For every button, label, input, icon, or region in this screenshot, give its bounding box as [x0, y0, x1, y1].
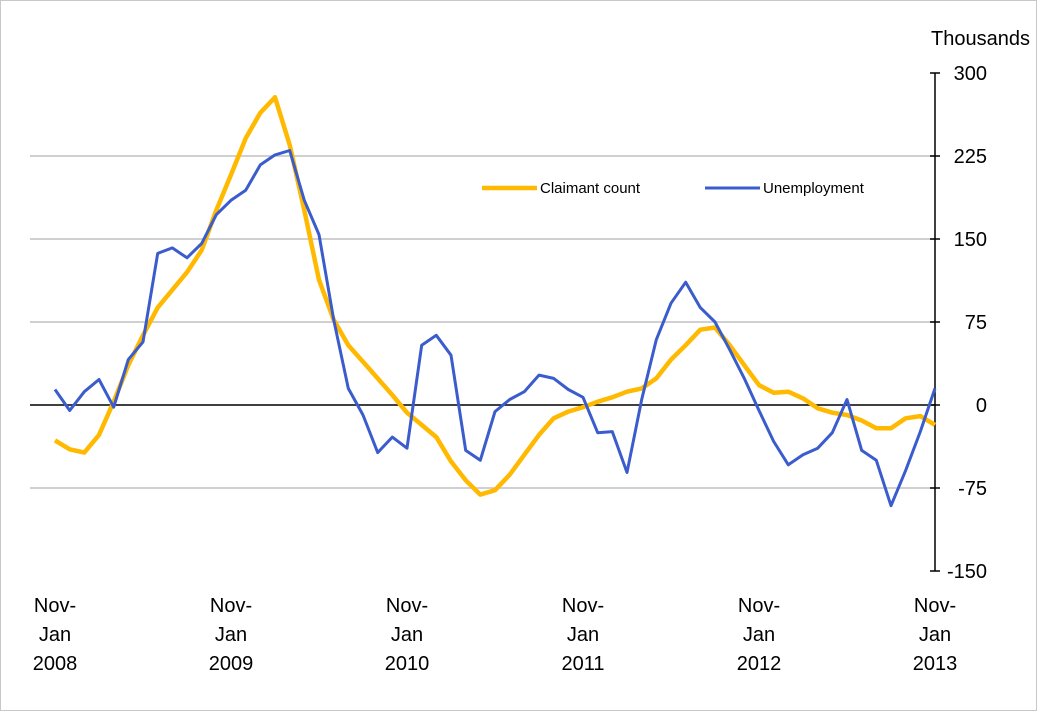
- legend-label: Unemployment: [763, 180, 865, 197]
- series-line: [53, 95, 937, 497]
- y-tick-label: 300: [954, 63, 987, 85]
- legend-label: Claimant count: [540, 180, 641, 197]
- y-tick-label: -150: [947, 561, 987, 583]
- y-tick-label: 0: [976, 395, 987, 417]
- x-tick-label: Nov-Jan 2012: [737, 595, 782, 675]
- y-tick-label: 225: [954, 146, 987, 168]
- x-tick-label: Nov-Jan 2009: [209, 595, 254, 675]
- y-axis-label: Thousands: [931, 28, 1030, 50]
- series-line: [53, 149, 937, 508]
- x-tick-label: Nov-Jan 2008: [33, 595, 78, 675]
- y-tick-label: 150: [954, 229, 987, 251]
- x-tick-label: Nov-Jan 2013: [913, 595, 958, 675]
- y-tick-label: -75: [958, 478, 987, 500]
- x-tick-label: Nov-Jan 2010: [385, 595, 430, 675]
- y-tick-label: 75: [965, 312, 987, 334]
- x-tick-label: Nov-Jan 2011: [561, 595, 604, 675]
